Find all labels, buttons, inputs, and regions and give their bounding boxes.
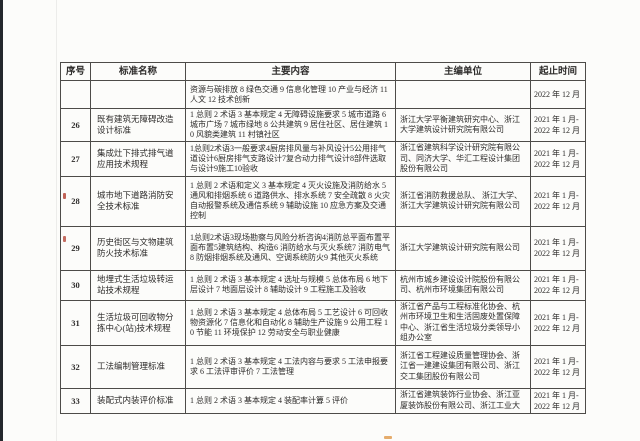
cell-time-span: 2022 年 12 月 bbox=[530, 80, 586, 109]
cell-main-content: 资源与碳排放 8 绿色交通 9 信息化管理 10 产业与经济 11 人文 12 … bbox=[185, 80, 396, 109]
cell-chief-editor: 浙江省工程建设质量管理协会、浙江省一建建设集团有限公司、浙江交工集团股份有限公司 bbox=[395, 344, 531, 389]
cell-chief-editor: 浙江大学平衡建筑研究中心、浙江大学建筑设计研究院有限公司 bbox=[395, 108, 531, 142]
cell-main-content: 1总则2术语3一般要求4厨房排风量与补风设计5公用排气道设计6厨房排气支路设计7… bbox=[185, 141, 396, 177]
cell-main-content: 1 总则 2 术语 3 基本规定 4 工法内容与要求 5 工法申报要求 6 工法… bbox=[185, 344, 396, 389]
page-number: 6 bbox=[317, 396, 323, 406]
cell-main-content: 1 总则 2 术语 3 基本规定 4 选址与规模 5 总体布局 6 地下层设计 … bbox=[185, 269, 396, 301]
cell-serial: 33 bbox=[60, 387, 91, 414]
cell-chief-editor: 浙江省产品与工程标准化协会、杭州市环境卫生和生活固废处置保障中心、浙江省生活垃圾… bbox=[395, 299, 531, 346]
cell-time-span: 2021 年 1 月- 2022 年 12 月 bbox=[530, 225, 586, 271]
cell-standard-name: 历史街区与文物建筑防火技术标准 bbox=[90, 225, 186, 271]
header-standard-name: 标准名称 bbox=[90, 62, 186, 81]
cell-serial bbox=[60, 80, 91, 109]
cell-serial: 32 bbox=[60, 344, 91, 389]
cell-time-span: 2021 年 1 月- 2022 年 12 月 bbox=[530, 269, 586, 301]
scan-edge-strip bbox=[0, 0, 3, 441]
header-chief-editor: 主编单位 bbox=[395, 62, 531, 81]
table-row: 30 地埋式生活垃圾转运站技术规程 1 总则 2 术语 3 基本规定 4 选址与… bbox=[60, 269, 586, 301]
table-row: 33 装配式内装评价标准 1 总则 2 术语 3 基本规定 4 装配率计算 5 … bbox=[60, 387, 586, 414]
cell-standard-name: 城市地下道路消防安全技术标准 bbox=[90, 175, 186, 227]
cell-time-span: 2021 年 1 月- 2022 年 12 月 bbox=[530, 344, 586, 389]
cell-serial: 30 bbox=[60, 269, 91, 301]
table-row: 资源与碳排放 8 绿色交通 9 信息化管理 10 产业与经济 11 人文 12 … bbox=[60, 80, 586, 109]
cell-standard-name: 生活垃圾可回收物分拣中心(站)技术规程 bbox=[90, 299, 186, 346]
cell-serial: 28 bbox=[60, 175, 91, 227]
scan-artifact-red-mark-2 bbox=[63, 236, 66, 242]
table-row: 27 集成灶下排式排气道应用技术规程 1总则2术语3一般要求4厨房排风量与补风设… bbox=[60, 141, 586, 177]
cell-standard-name: 既有建筑无障碍改造设计标准 bbox=[90, 108, 186, 142]
scan-artifact-orange-mark bbox=[384, 436, 392, 439]
cell-chief-editor bbox=[395, 80, 531, 109]
standards-table: 序号 标准名称 主要内容 主编单位 起止时间 资源与碳排放 8 绿色交通 9 信… bbox=[60, 62, 586, 414]
cell-main-content: 1 总则 2 术语 3 基本规定 4 无障碍设施要求 5 城市道路 6 城市广场… bbox=[185, 108, 396, 142]
cell-main-content: 1 总则 2 术语 3 基本规定 4 总体布局 5 工艺设计 6 可回收物资源化… bbox=[185, 299, 396, 346]
cell-time-span: 2021 年 1 月- 2022 年 12 月 bbox=[530, 387, 586, 414]
cell-time-span: 2021 年 1 月- 2022 年 12 月 bbox=[530, 299, 586, 346]
header-main-content: 主要内容 bbox=[185, 62, 396, 81]
header-serial: 序号 bbox=[60, 62, 91, 81]
cell-main-content: 1 总则 2 术语 3 基本规定 4 装配率计算 5 评价 bbox=[185, 387, 396, 414]
cell-serial: 31 bbox=[60, 299, 91, 346]
cell-chief-editor: 浙江大学建筑设计研究院有限公司 bbox=[395, 225, 531, 271]
table-row: 26 既有建筑无障碍改造设计标准 1 总则 2 术语 3 基本规定 4 无障碍设… bbox=[60, 108, 586, 142]
cell-time-span: 2021 年 1 月- 2022 年 12 月 bbox=[530, 108, 586, 142]
cell-standard-name: 地埋式生活垃圾转运站技术规程 bbox=[90, 269, 186, 301]
table-row: 32 工法编制管理标准 1 总则 2 术语 3 基本规定 4 工法内容与要求 5… bbox=[60, 344, 586, 389]
table-row: 28 城市地下道路消防安全技术标准 1 总则 2 术语和定义 3 基本规定 4 … bbox=[60, 175, 586, 227]
cell-serial: 29 bbox=[60, 225, 91, 271]
cell-serial: 27 bbox=[60, 141, 91, 177]
cell-chief-editor: 杭州市城乡建设设计院股份有限公司、杭州市环境集团有限公司 bbox=[395, 269, 531, 301]
cell-chief-editor: 浙江省消防救援总队、 浙江大学、浙江大学建筑设计研究院有限公司 bbox=[395, 175, 531, 227]
cell-time-span: 2021 年 1 月- 2022 年 12 月 bbox=[530, 141, 586, 177]
cell-standard-name bbox=[90, 80, 186, 109]
cell-standard-name: 工法编制管理标准 bbox=[90, 344, 186, 389]
cell-chief-editor: 浙江省建筑装饰行业协会、浙江亚厦装饰股份有限公司、浙江工业大 bbox=[395, 387, 531, 414]
scan-artifact-red-mark-1 bbox=[63, 193, 66, 199]
cell-serial: 26 bbox=[60, 108, 91, 142]
cell-time-span: 2021 年 1 月- 2022 年 12 月 bbox=[530, 175, 586, 227]
table-row: 29 历史街区与文物建筑防火技术标准 1总则2术语3现场勘察与风险分析咨询4消防… bbox=[60, 225, 586, 271]
cell-chief-editor: 浙江省建筑科学设计研究院有限公司、同济大学、华汇工程设计集团股份有限公司 bbox=[395, 141, 531, 177]
header-time-span: 起止时间 bbox=[530, 62, 586, 81]
table-row: 31 生活垃圾可回收物分拣中心(站)技术规程 1 总则 2 术语 3 基本规定 … bbox=[60, 299, 586, 346]
cell-main-content: 1 总则 2 术语和定义 3 基本规定 4 灭火设施及消防给水 5 通风和排烟系… bbox=[185, 175, 396, 227]
cell-standard-name: 集成灶下排式排气道应用技术规程 bbox=[90, 141, 186, 177]
cell-main-content: 1总则2术语3现场勘察与风险分析咨询4消防总平面布置平面布置5建筑结构、构造6 … bbox=[185, 225, 396, 271]
scan-fold-line bbox=[56, 0, 57, 441]
table-header-row: 序号 标准名称 主要内容 主编单位 起止时间 bbox=[60, 62, 586, 81]
